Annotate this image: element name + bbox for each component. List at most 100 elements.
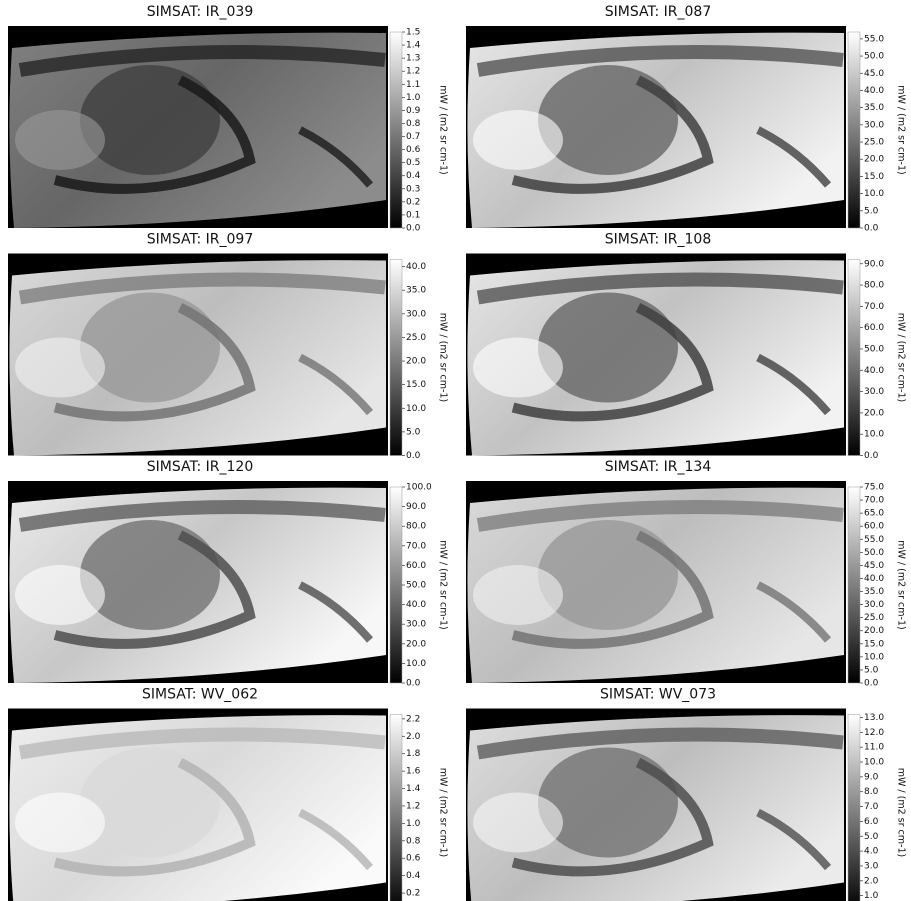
colorbar-tick-label: 15.0 <box>864 172 884 182</box>
cloud-bright <box>15 110 105 170</box>
colorbar-tick-label: 55.0 <box>864 535 884 545</box>
colorbar-label: mW / (m2 sr cm-1) <box>896 768 907 857</box>
colorbar-tick-label: 0.0 <box>864 224 879 234</box>
colorbar-tick-label: 2.0 <box>864 876 879 886</box>
colorbar <box>390 260 402 456</box>
colorbar-tick-label: 20.0 <box>406 357 426 367</box>
colorbar-tick-label: 50.0 <box>864 548 884 558</box>
colorbar <box>390 32 402 228</box>
colorbar <box>848 32 860 228</box>
colorbar-tick-label: 10.0 <box>864 652 884 662</box>
colorbar-tick-label: 7.0 <box>864 802 879 812</box>
colorbar-tick-label: 0.8 <box>406 836 421 846</box>
colorbar-tick-label: 0.6 <box>406 145 421 155</box>
colorbar-tick-label: 25.0 <box>406 333 426 343</box>
panel-title: SIMSAT: IR_120 <box>147 459 254 475</box>
colorbar-tick-label: 10.0 <box>864 758 884 768</box>
cloud-bright <box>15 338 105 398</box>
colorbar-tick-label: 90.0 <box>406 502 426 512</box>
colorbar-tick-label: 0.2 <box>406 889 420 899</box>
colorbar-tick-label: 1.6 <box>406 767 421 777</box>
colorbar-tick-label: 40.0 <box>864 86 884 96</box>
colorbar-tick-label: 0.4 <box>406 871 421 881</box>
colorbar <box>390 715 402 901</box>
colorbar-label: mW / (m2 sr cm-1) <box>438 85 449 174</box>
cloud-bright <box>15 793 105 853</box>
colorbar-tick-label: 20.0 <box>864 408 884 418</box>
colorbar-tick-label: 80.0 <box>406 522 426 532</box>
cloud-bright <box>473 338 563 398</box>
colorbar-tick-label: 20.0 <box>864 626 884 636</box>
colorbar-tick-label: 40.0 <box>406 262 426 272</box>
cloud-bright <box>473 565 563 625</box>
colorbar-tick-label: 60.0 <box>406 561 426 571</box>
colorbar-tick-label: 65.0 <box>864 509 884 519</box>
cloud-dark <box>80 293 220 403</box>
colorbar-tick-label: 1.0 <box>864 891 879 901</box>
colorbar-tick-label: 35.0 <box>864 587 884 597</box>
colorbar-tick-label: 1.2 <box>406 67 420 77</box>
colorbar-tick-label: 75.0 <box>864 483 884 493</box>
panel: SIMSAT: IR_1200.010.020.030.040.050.060.… <box>8 459 449 689</box>
colorbar-tick-label: 45.0 <box>864 69 884 79</box>
colorbar-tick-label: 0.8 <box>406 119 421 129</box>
colorbar-tick-label: 5.0 <box>864 665 879 675</box>
colorbar-tick-label: 13.0 <box>864 713 884 723</box>
figure: SIMSAT: IR_0390.00.10.20.30.40.50.60.70.… <box>0 0 911 901</box>
colorbar-tick-label: 60.0 <box>864 522 884 532</box>
panel: SIMSAT: IR_1340.05.010.015.020.025.030.0… <box>466 459 907 689</box>
colorbar-tick-label: 0.2 <box>406 197 420 207</box>
colorbar-tick-label: 70.0 <box>864 496 884 506</box>
colorbar-tick-label: 1.8 <box>406 749 421 759</box>
colorbar-tick-label: 6.0 <box>864 817 879 827</box>
colorbar-tick-label: 0.0 <box>406 224 421 234</box>
colorbar-label: mW / (m2 sr cm-1) <box>438 768 449 857</box>
colorbar-tick-label: 1.4 <box>406 784 421 794</box>
colorbar-tick-label: 30.0 <box>864 600 884 610</box>
colorbar-tick-label: 70.0 <box>406 541 426 551</box>
colorbar-tick-label: 8.0 <box>864 787 879 797</box>
colorbar-tick-label: 1.1 <box>406 80 420 90</box>
colorbar-label: mW / (m2 sr cm-1) <box>896 85 907 174</box>
colorbar-tick-label: 55.0 <box>864 34 884 44</box>
colorbar-tick-label: 10.0 <box>406 404 426 414</box>
colorbar-label: mW / (m2 sr cm-1) <box>438 313 449 402</box>
panel-title: SIMSAT: IR_108 <box>605 232 712 248</box>
colorbar-tick-label: 40.0 <box>406 600 426 610</box>
colorbar-tick-label: 15.0 <box>864 639 884 649</box>
colorbar <box>848 487 860 683</box>
cloud-dark <box>538 520 678 630</box>
colorbar-tick-label: 5.0 <box>406 427 421 437</box>
colorbar-tick-label: 2.0 <box>406 732 421 742</box>
panel: SIMSAT: IR_1080.010.020.030.040.050.060.… <box>466 232 907 462</box>
panel-title: SIMSAT: IR_134 <box>605 459 712 475</box>
colorbar-label: mW / (m2 sr cm-1) <box>896 540 907 629</box>
colorbar-tick-label: 9.0 <box>864 772 879 782</box>
panel-title: SIMSAT: WV_062 <box>142 687 258 703</box>
colorbar-tick-label: 20.0 <box>864 155 884 165</box>
cloud-dark <box>538 65 678 175</box>
colorbar-tick-label: 11.0 <box>864 743 884 753</box>
colorbar-label: mW / (m2 sr cm-1) <box>438 540 449 629</box>
colorbar-tick-label: 0.6 <box>406 854 421 864</box>
colorbar-tick-label: 25.0 <box>864 613 884 623</box>
colorbar-tick-label: 30.0 <box>864 387 884 397</box>
colorbar-tick-label: 35.0 <box>406 286 426 296</box>
colorbar-tick-label: 0.9 <box>406 106 421 116</box>
colorbar-tick-label: 30.0 <box>864 120 884 130</box>
colorbar-tick-label: 25.0 <box>864 138 884 148</box>
colorbar <box>848 260 860 456</box>
colorbar-tick-label: 1.3 <box>406 54 420 64</box>
colorbar-tick-label: 45.0 <box>864 561 884 571</box>
colorbar-tick-label: 0.5 <box>406 158 420 168</box>
colorbar-tick-label: 1.2 <box>406 801 420 811</box>
colorbar-tick-label: 0.3 <box>406 184 420 194</box>
colorbar-tick-label: 1.5 <box>406 28 420 38</box>
cloud-bright <box>473 793 563 853</box>
colorbar-tick-label: 0.0 <box>864 451 879 461</box>
panel: SIMSAT: WV_0730.01.02.03.04.05.06.07.08.… <box>466 687 907 901</box>
colorbar-tick-label: 10.0 <box>406 659 426 669</box>
colorbar-tick-label: 10.0 <box>864 430 884 440</box>
cloud-bright <box>15 565 105 625</box>
panel: SIMSAT: WV_0620.00.20.40.60.81.01.21.41.… <box>8 687 449 901</box>
